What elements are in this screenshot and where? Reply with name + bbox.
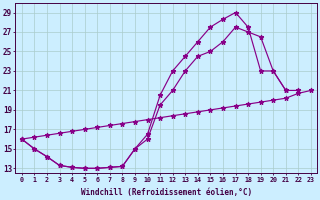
X-axis label: Windchill (Refroidissement éolien,°C): Windchill (Refroidissement éolien,°C) (81, 188, 252, 197)
